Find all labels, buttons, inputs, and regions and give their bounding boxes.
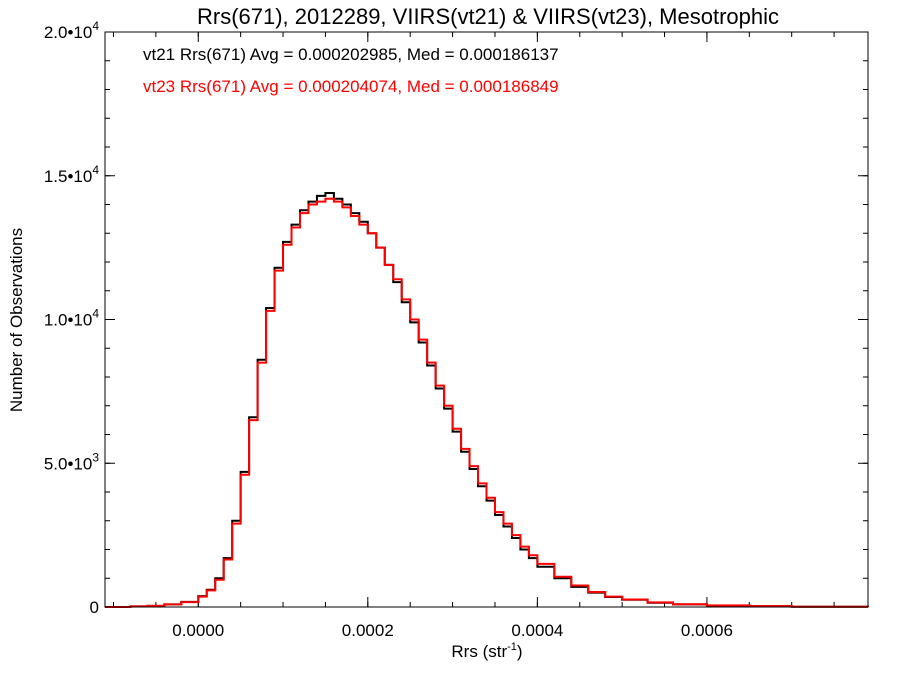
- x-axis-title-main: Rrs (str: [451, 642, 507, 661]
- series-lines: [105, 192, 869, 608]
- series-line-vt23: [105, 197, 869, 608]
- series-line-vt21: [105, 192, 869, 608]
- x-axis-title: Rrs (str-1): [451, 641, 522, 661]
- y-tick-label: 2.0•104: [44, 19, 100, 42]
- y-axis-title: Number of Observations: [7, 228, 26, 412]
- axis-tick-labels: 0.0000 0.0002 0.0004 0.000605.0•1031.0•1041…: [44, 19, 733, 640]
- y-tick-label: 1.5•104: [44, 163, 100, 186]
- y-tick-label-base: 1.0•10: [44, 311, 93, 330]
- y-tick-label-exponent: 3: [92, 450, 99, 464]
- y-tick-label-base: 2.0•10: [44, 23, 93, 42]
- legend-entry-vt23: vt23 Rrs(671) Avg = 0.000204074, Med = 0…: [143, 77, 559, 96]
- x-axis-title-close: ): [517, 642, 523, 661]
- legend-entry-vt21: vt21 Rrs(671) Avg = 0.000202985, Med = 0…: [143, 45, 559, 64]
- y-tick-label-base: 1.5•10: [44, 167, 93, 186]
- x-tick-label: 0.0006: [681, 621, 733, 640]
- x-tick-label: 0.0004: [511, 621, 563, 640]
- axis-ticks: [105, 31, 868, 608]
- y-tick-label-exponent: 4: [92, 307, 99, 321]
- y-tick-label-exponent: 4: [92, 19, 99, 33]
- y-tick-label: 1.0•104: [44, 307, 100, 330]
- y-tick-label-base: 5.0•10: [44, 454, 93, 473]
- y-axis-title-group: Number of Observations: [7, 228, 26, 412]
- y-tick-label: 0: [90, 598, 99, 617]
- x-axis-title-sup: -1: [507, 641, 517, 653]
- x-tick-label: 0.0002: [342, 621, 394, 640]
- y-tick-label-exponent: 4: [92, 163, 99, 177]
- plot-frame: [104, 31, 869, 608]
- y-tick-label-base: 0: [90, 598, 99, 617]
- legend: vt21 Rrs(671) Avg = 0.000202985, Med = 0…: [143, 45, 559, 96]
- chart-title: Rrs(671), 2012289, VIIRS(vt21) & VIIRS(v…: [197, 4, 779, 29]
- x-tick-label: 0.0000: [172, 621, 224, 640]
- y-tick-label: 5.0•103: [44, 450, 100, 473]
